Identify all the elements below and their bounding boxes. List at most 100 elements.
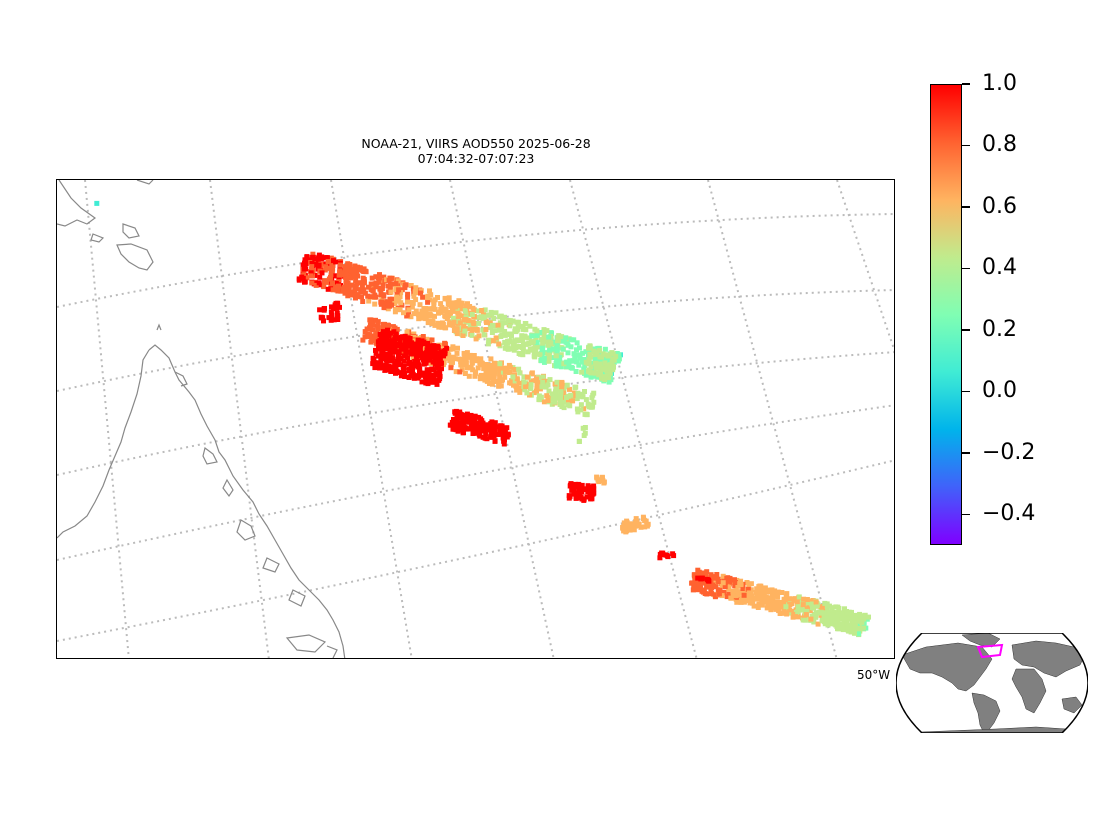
- aod-pixel: [502, 314, 507, 320]
- colorbar-tick-mark: [962, 144, 970, 147]
- aod-pixel: [577, 345, 582, 351]
- aod-pixel: [348, 268, 354, 274]
- aod-pixel: [819, 618, 825, 624]
- aod-pixel: [404, 312, 410, 318]
- aod-pixel: [574, 347, 579, 353]
- aod-pixel: [553, 361, 559, 366]
- colorbar-tick-label: 0.2: [982, 316, 1017, 342]
- aod-pixel: [534, 383, 540, 389]
- aod-pixel: [528, 382, 534, 388]
- aod-pixel: [413, 297, 419, 303]
- aod-pixel: [717, 588, 723, 594]
- graticule-lat-lines: [57, 213, 894, 642]
- aod-pixel: [611, 364, 616, 369]
- aod-pixel: [330, 263, 336, 268]
- aod-pixel: [627, 527, 633, 533]
- aod-pixel: [542, 359, 547, 365]
- aod-pixel: [840, 627, 846, 633]
- aod-pixel: [601, 479, 607, 485]
- aod-pixel: [426, 306, 432, 312]
- aod-pixel: [505, 340, 510, 346]
- aod-pixel: [523, 384, 529, 390]
- aod-pixel: [386, 323, 391, 329]
- aod-pixel: [822, 600, 828, 606]
- aod-pixel: [520, 323, 526, 329]
- aod-pixel: [477, 422, 483, 428]
- aod-pixel: [309, 280, 315, 286]
- aod-pixel: [496, 378, 502, 384]
- aod-pixel: [483, 431, 489, 437]
- aod-pixel: [467, 352, 473, 358]
- aod-pixel: [567, 386, 572, 392]
- aod-pixel: [401, 364, 407, 370]
- aod-pixel: [799, 607, 805, 613]
- aod-pixel: [769, 593, 775, 599]
- aod-pixel: [492, 426, 498, 432]
- aod-pixel: [545, 382, 551, 388]
- aod-pixel: [538, 337, 544, 342]
- aod-pixel: [308, 257, 314, 263]
- aod-pixel: [529, 333, 535, 339]
- aod-pixel: [787, 607, 793, 613]
- aod-pixel: [373, 350, 379, 356]
- aod-pixel: [486, 337, 492, 343]
- aod-pixel: [776, 608, 782, 614]
- aod-pixel: [402, 333, 408, 339]
- aod-pixel: [488, 365, 494, 371]
- aod-pixel: [394, 368, 400, 374]
- aod-pixel: [803, 612, 809, 618]
- aod-pixel: [579, 369, 585, 375]
- aod-pixel: [370, 288, 376, 294]
- aod-pixel: [472, 371, 478, 377]
- aod-pixel: [534, 328, 540, 334]
- aod-pixel: [308, 273, 314, 279]
- aod-pixel: [777, 611, 783, 616]
- map-panel[interactable]: [56, 179, 895, 659]
- aod-pixel: [480, 434, 486, 440]
- aod-pixel: [559, 338, 565, 344]
- aod-pixel: [558, 390, 564, 396]
- aod-pixel: [498, 365, 504, 371]
- aod-pixel: [583, 397, 589, 403]
- colorbar-tick-label: −0.4: [982, 501, 1036, 527]
- aod-pixel: [757, 583, 763, 589]
- aod-pixel: [527, 392, 533, 398]
- aod-pixel: [460, 430, 466, 436]
- colorbar-tick-label: 0.4: [982, 255, 1017, 281]
- aod-pixel: [406, 341, 412, 347]
- aod-pixel: [582, 370, 587, 376]
- aod-pixel: [719, 593, 725, 599]
- aod-pixel: [521, 326, 526, 332]
- aod-pixel: [624, 528, 629, 534]
- aod-pixel: [378, 286, 384, 291]
- aod-pixel: [559, 334, 565, 340]
- aod-pixel: [837, 611, 842, 617]
- aod-pixel: [373, 332, 379, 338]
- aod-pixel: [402, 285, 408, 291]
- aod-pixel: [582, 363, 588, 369]
- aod-pixel: [557, 398, 563, 404]
- aod-pixel: [721, 589, 727, 595]
- aod-pixel: [860, 616, 865, 622]
- aod-pixel: [470, 326, 476, 332]
- aod-pixel: [329, 272, 335, 278]
- aod-pixel: [590, 367, 596, 373]
- aod-pixel: [450, 344, 456, 350]
- aod-pixel: [475, 427, 481, 433]
- aod-pixel: [544, 328, 550, 334]
- aod-pixel: [570, 486, 576, 492]
- aod-pixel: [575, 409, 581, 415]
- aod-pixel: [464, 365, 470, 371]
- aod-pixel: [394, 296, 399, 302]
- aod-pixel: [591, 485, 597, 491]
- aod-pixel: [463, 357, 469, 363]
- aod-pixel: [383, 362, 389, 368]
- aod-pixel: [536, 397, 542, 403]
- aod-pixel: [575, 390, 581, 396]
- aod-pixel: [476, 308, 482, 314]
- aod-pixel: [546, 358, 552, 364]
- aod-pixel: [732, 583, 738, 589]
- aod-pixel: [588, 374, 594, 380]
- aod-pixel: [479, 308, 485, 313]
- aod-pixel: [474, 421, 480, 427]
